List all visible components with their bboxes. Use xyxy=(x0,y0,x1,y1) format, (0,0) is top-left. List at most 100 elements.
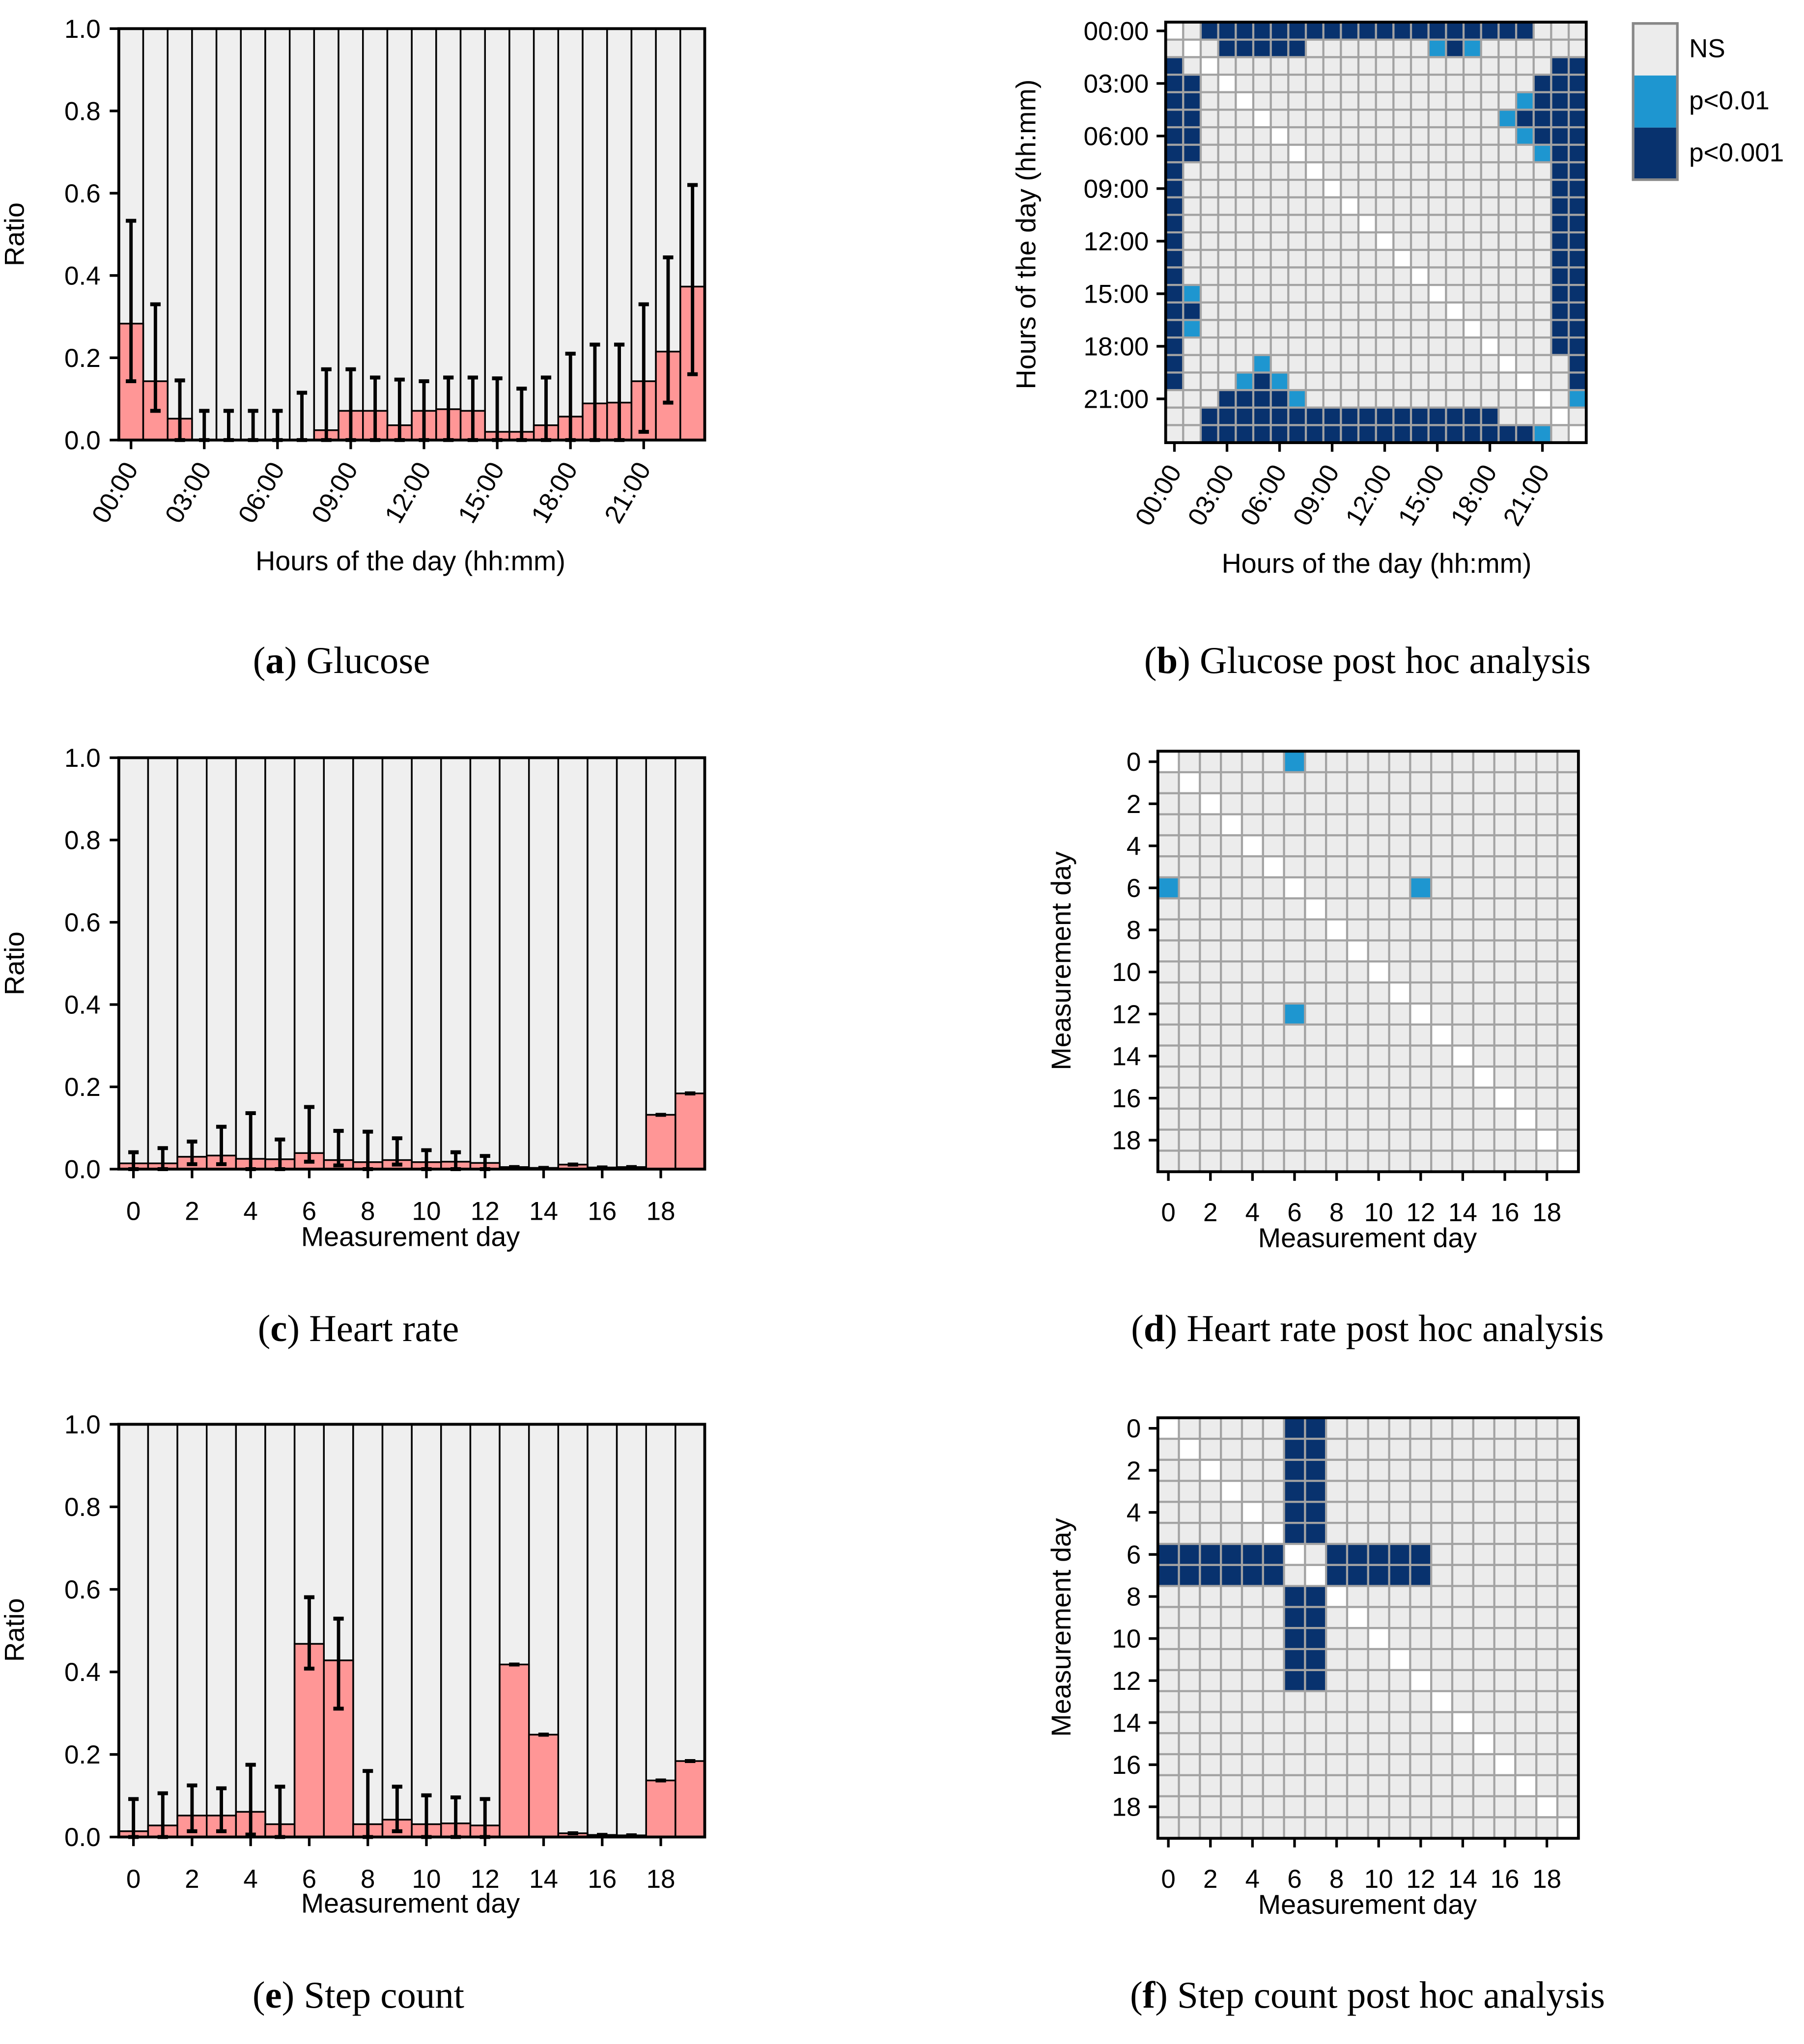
heatmap-cell xyxy=(1220,1690,1243,1713)
heatmap-cell xyxy=(1262,1128,1285,1152)
heatmap-cell xyxy=(1178,1564,1201,1587)
heatmap-cell xyxy=(1375,214,1395,234)
heatmap-cell xyxy=(1367,834,1390,858)
heatmap-cell xyxy=(1182,424,1202,444)
heatmap-cell xyxy=(1287,231,1307,251)
heatmap-cell xyxy=(1199,406,1219,426)
legend-swatch xyxy=(1633,75,1678,128)
heatmap-cell xyxy=(1340,389,1360,409)
heatmap-cell xyxy=(1178,918,1201,942)
heatmap-cell xyxy=(1556,792,1579,815)
heatmap-cell xyxy=(1367,1437,1390,1461)
heatmap-cell xyxy=(1340,109,1360,129)
heatmap-cell xyxy=(1462,301,1482,321)
error-bar xyxy=(245,1763,256,1837)
legend-label: p<0.001 xyxy=(1689,139,1784,168)
heatmap-cell xyxy=(1430,1690,1454,1713)
heatmap-cell xyxy=(1287,371,1307,392)
heatmap-cell xyxy=(1357,406,1377,426)
heatmap-cell xyxy=(1262,1795,1285,1819)
y-tick-label: 0.0 xyxy=(64,1155,101,1184)
heatmap-cell xyxy=(1346,1732,1369,1756)
heatmap-cell xyxy=(1514,981,1538,1005)
heatmap-cell xyxy=(1550,283,1570,304)
heatmap-cell xyxy=(1304,56,1325,76)
heatmap-cell xyxy=(1178,981,1201,1005)
heatmap-cell xyxy=(1462,319,1482,339)
x-tick-label: 8 xyxy=(361,1865,375,1894)
heatmap-cell xyxy=(1535,792,1559,815)
heatmap-cell xyxy=(1287,424,1307,444)
heatmap-cell xyxy=(1472,813,1495,837)
heatmap-cell xyxy=(1262,1002,1285,1026)
heatmap-cell xyxy=(1532,73,1552,93)
heatmap-cell xyxy=(1283,939,1306,963)
heatmap-cell xyxy=(1472,1107,1495,1131)
heatmap-cell xyxy=(1532,109,1552,129)
heatmap-cell xyxy=(1514,1501,1538,1524)
heatmap-cell xyxy=(1322,389,1342,409)
heatmap-cell xyxy=(1472,1480,1495,1503)
heatmap-cell xyxy=(1156,771,1180,794)
heatmap-cell xyxy=(1283,1417,1306,1440)
heatmap-cell xyxy=(1427,38,1447,58)
heatmap-cell xyxy=(1287,336,1307,356)
heatmap-cell xyxy=(1567,91,1587,111)
heatmap-cell xyxy=(1367,855,1390,879)
heatmap-cell xyxy=(1535,939,1559,963)
heatmap-cell xyxy=(1409,1627,1433,1651)
heatmap-cell xyxy=(1178,834,1201,858)
heatmap-cell xyxy=(1409,1564,1433,1587)
heatmap-cell xyxy=(1340,196,1360,216)
heatmap-cell xyxy=(1472,1816,1495,1840)
x-tick-label: 4 xyxy=(243,1197,257,1226)
heatmap-cell xyxy=(1178,1606,1201,1629)
heatmap-cell xyxy=(1325,1564,1349,1587)
heatmap-cell xyxy=(1451,834,1474,858)
heatmap-cell xyxy=(1217,319,1237,339)
heatmap-cell xyxy=(1283,1002,1306,1026)
heatmap-cell xyxy=(1340,354,1360,374)
background-bar xyxy=(386,28,413,441)
heatmap-cell xyxy=(1367,1711,1390,1735)
heatmap-cell xyxy=(1550,196,1570,216)
heatmap-cell xyxy=(1493,1437,1517,1461)
heatmap-cell xyxy=(1497,319,1518,339)
y-tick-label: 6 xyxy=(1127,1540,1141,1569)
heatmap-cell xyxy=(1532,21,1552,41)
heatmap-cell xyxy=(1178,1669,1201,1692)
heatmap-cell xyxy=(1556,855,1579,879)
heatmap-cell xyxy=(1375,126,1395,146)
heatmap-cell xyxy=(1427,161,1447,181)
heatmap-cell xyxy=(1269,143,1290,164)
heatmap-cell xyxy=(1220,1795,1243,1819)
heatmap-cell xyxy=(1240,1128,1264,1152)
heatmap-cell xyxy=(1325,813,1349,837)
background-bar xyxy=(293,756,325,1170)
heatmap-cell xyxy=(1262,1753,1285,1776)
heatmap-cell xyxy=(1283,1065,1306,1089)
heatmap-cell xyxy=(1430,1542,1454,1566)
heatmap-cell xyxy=(1532,319,1552,339)
heatmap-cell xyxy=(1240,939,1264,963)
heatmap-cell xyxy=(1304,1585,1327,1608)
error-bar xyxy=(187,1783,197,1833)
heatmap-cell xyxy=(1304,960,1327,984)
legend-frame xyxy=(1632,22,1679,181)
heatmap-cell xyxy=(1325,876,1349,899)
heatmap-cell xyxy=(1392,389,1412,409)
y-tick-label: 16 xyxy=(1112,1751,1141,1780)
heatmap-cell xyxy=(1322,319,1342,339)
y-tick-label: 2 xyxy=(1127,1456,1141,1485)
y-tick-label: 1.0 xyxy=(64,15,101,44)
heatmap-cell xyxy=(1556,1711,1579,1735)
y-tick-label: 0 xyxy=(1127,748,1141,777)
heatmap-cell xyxy=(1515,161,1535,181)
y-tick-label: 2 xyxy=(1127,790,1141,819)
y-tick-label: 00:00 xyxy=(1084,17,1149,46)
heatmap-cell xyxy=(1304,354,1325,374)
heatmap-cell xyxy=(1472,1128,1495,1152)
x-tick-label: 06:00 xyxy=(1235,460,1292,531)
heatmap-cell xyxy=(1497,109,1518,129)
heatmap-cell xyxy=(1515,231,1535,251)
